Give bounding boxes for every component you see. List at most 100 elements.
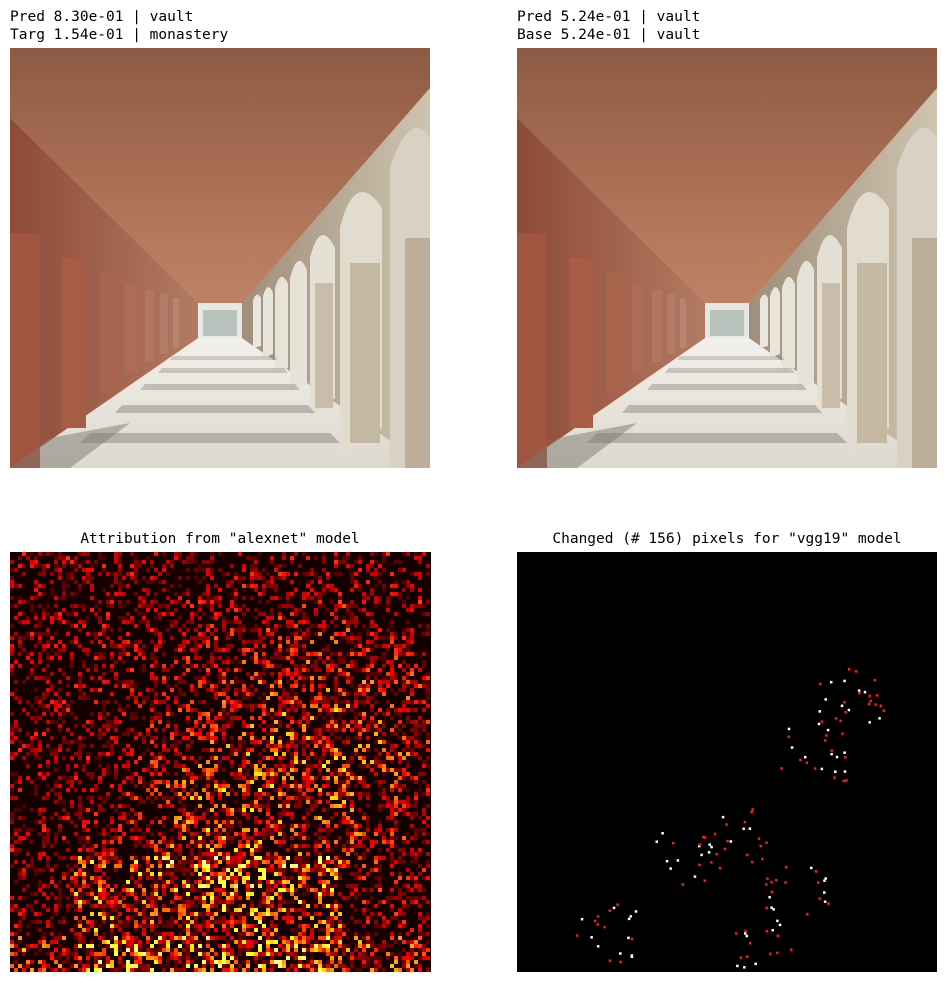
heat-cell (250, 852, 254, 856)
heat-cell (318, 684, 322, 688)
heat-cell (98, 864, 102, 868)
heat-cell (210, 632, 214, 636)
heat-cell (398, 568, 402, 572)
heat-cell (46, 896, 50, 900)
heat-cell (270, 888, 274, 892)
heat-cell (130, 772, 134, 776)
heat-cell (422, 708, 426, 712)
heat-cell (98, 960, 102, 964)
heat-cell (338, 928, 342, 932)
heat-cell (118, 900, 122, 904)
heat-cell (50, 880, 54, 884)
heat-cell (22, 876, 26, 880)
heat-cell (162, 932, 166, 936)
heat-cell (202, 772, 206, 776)
heat-cell (214, 884, 218, 888)
heat-cell (162, 924, 166, 928)
heat-cell (218, 600, 222, 604)
heat-cell (386, 828, 390, 832)
heat-cell (182, 624, 186, 628)
heat-cell (198, 884, 202, 888)
heat-cell (306, 772, 310, 776)
heat-cell (150, 864, 154, 868)
heat-cell (158, 820, 162, 824)
heat-cell (14, 832, 18, 836)
heat-cell (242, 704, 246, 708)
heat-cell (138, 816, 142, 820)
heat-cell (126, 792, 130, 796)
heat-cell (54, 604, 58, 608)
heat-cell (418, 888, 422, 892)
heat-cell (118, 556, 122, 560)
heat-cell (258, 860, 262, 864)
heat-cell (190, 756, 194, 760)
heat-cell (70, 780, 74, 784)
heat-cell (338, 792, 342, 796)
heat-cell (350, 888, 354, 892)
heat-cell (218, 764, 222, 768)
heat-cell (102, 716, 106, 720)
heat-cell (386, 628, 390, 632)
heat-cell (94, 932, 98, 936)
heat-cell (406, 772, 410, 776)
heat-cell (338, 788, 342, 792)
heat-cell (186, 912, 190, 916)
heat-cell (18, 596, 22, 600)
heat-cell (74, 896, 78, 900)
heat-cell (178, 932, 182, 936)
heat-cell (226, 580, 230, 584)
heat-cell (182, 640, 186, 644)
heat-cell (178, 844, 182, 848)
heat-cell (210, 756, 214, 760)
heat-cell (246, 556, 250, 560)
heat-cell (110, 828, 114, 832)
heat-cell (274, 884, 278, 888)
heat-cell (390, 888, 394, 892)
heat-cell (202, 812, 206, 816)
heat-cell (314, 848, 318, 852)
heat-cell (406, 736, 410, 740)
heat-cell (266, 584, 270, 588)
heat-cell (94, 876, 98, 880)
heat-cell (78, 780, 82, 784)
photo (517, 48, 937, 468)
heat-cell (90, 844, 94, 848)
heat-cell (126, 940, 130, 944)
heat-cell (30, 808, 34, 812)
heat-cell (126, 880, 130, 884)
heat-cell (258, 952, 262, 956)
heat-cell (98, 608, 102, 612)
heat-cell (98, 956, 102, 960)
heat-cell (302, 860, 306, 864)
heat-cell (102, 632, 106, 636)
heat-cell (330, 584, 334, 588)
heat-cell (218, 844, 222, 848)
heat-cell (342, 700, 346, 704)
heat-cell (374, 552, 378, 556)
heat-cell (246, 948, 250, 952)
heat-cell (78, 888, 82, 892)
heat-cell (394, 836, 398, 840)
heat-cell (42, 644, 46, 648)
heat-cell (62, 588, 66, 592)
heat-cell (14, 860, 18, 864)
heat-cell (322, 556, 326, 560)
heat-cell (130, 936, 134, 940)
heat-cell (54, 800, 58, 804)
heat-cell (202, 632, 206, 636)
heat-cell (94, 952, 98, 956)
heat-cell (198, 900, 202, 904)
heat-cell (398, 756, 402, 760)
heat-cell (166, 804, 170, 808)
heat-cell (106, 876, 110, 880)
heat-cell (138, 732, 142, 736)
heat-cell (218, 892, 222, 896)
heat-cell (66, 896, 70, 900)
heat-cell (106, 768, 110, 772)
heat-cell (226, 820, 230, 824)
heat-cell (190, 700, 194, 704)
heat-cell (122, 584, 126, 588)
heat-cell (318, 896, 322, 900)
heat-cell (222, 876, 226, 880)
heat-cell (294, 744, 298, 748)
